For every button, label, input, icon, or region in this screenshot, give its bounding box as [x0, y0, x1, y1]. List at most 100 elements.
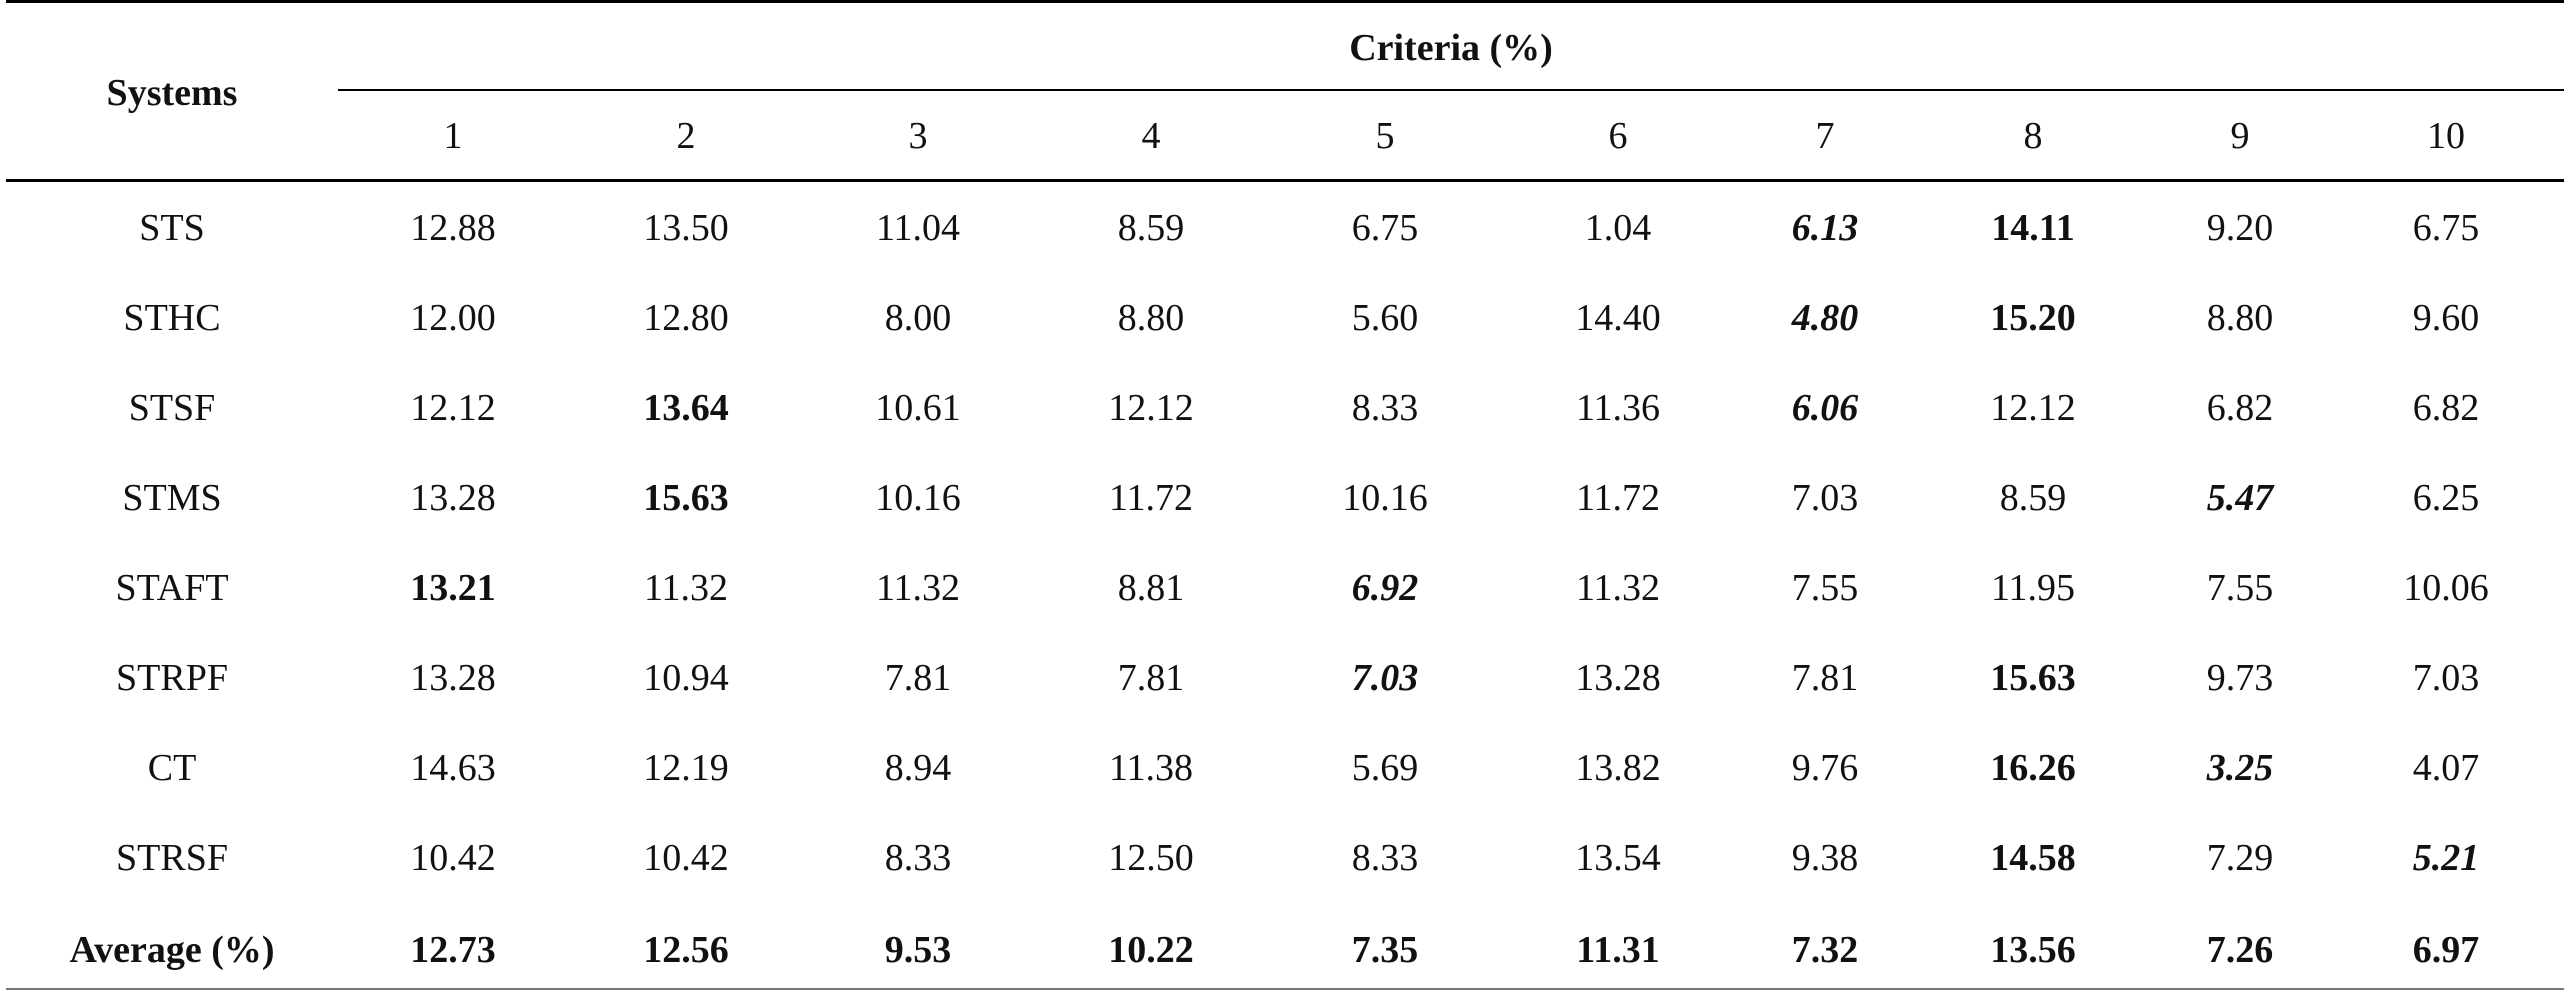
table-cell: 9.76 — [1791, 747, 1859, 789]
table-cell: 10.42 — [410, 837, 496, 879]
table-cell: 14.40 — [1575, 297, 1661, 339]
column-header-2: 2 — [676, 115, 696, 157]
table-cell: 7.55 — [1791, 567, 1859, 609]
table-cell: 8.33 — [1351, 387, 1419, 429]
table-cell: 11.72 — [1575, 477, 1661, 519]
table-cell: 15.63 — [1990, 657, 2076, 699]
table-cell: 5.69 — [1351, 747, 1419, 789]
table-cell: 13.28 — [410, 657, 496, 699]
table-cell: 7.55 — [2206, 567, 2274, 609]
table-cell: 8.94 — [884, 747, 952, 789]
row-label: STRPF — [116, 657, 228, 699]
row-label: STMS — [122, 477, 222, 519]
column-header-4: 4 — [1141, 115, 1161, 157]
table-cell: 6.06 — [1791, 387, 1859, 429]
average-cell: 7.32 — [1791, 929, 1859, 971]
row-label: STAFT — [115, 567, 229, 609]
table-cell: 8.81 — [1117, 567, 1185, 609]
table-cell: 11.95 — [1990, 567, 2076, 609]
table-cell: 9.60 — [2412, 297, 2480, 339]
row-label: CT — [147, 747, 197, 789]
table-cell: 10.94 — [643, 657, 729, 699]
table-cell: 12.12 — [1108, 387, 1194, 429]
table-cell: 13.82 — [1575, 747, 1661, 789]
average-cell: 12.73 — [410, 929, 496, 971]
average-label: Average (%) — [69, 929, 275, 971]
bottom-rule — [6, 988, 2564, 990]
column-header-8: 8 — [2023, 115, 2043, 157]
table-cell: 12.00 — [410, 297, 496, 339]
average-cell: 11.31 — [1576, 929, 1660, 971]
table-cell: 6.92 — [1351, 567, 1419, 609]
row-label: STSF — [128, 387, 216, 429]
table-cell: 6.82 — [2206, 387, 2274, 429]
table-cell: 14.63 — [410, 747, 496, 789]
table-cell: 12.19 — [643, 747, 729, 789]
table-cell: 13.28 — [1575, 657, 1661, 699]
table-cell: 6.25 — [2412, 477, 2480, 519]
average-cell: 9.53 — [884, 929, 952, 971]
top-rule — [6, 0, 2564, 3]
average-cell: 13.56 — [1990, 929, 2076, 971]
table-cell: 7.81 — [884, 657, 952, 699]
column-header-10: 10 — [2427, 115, 2465, 157]
table-cell: 11.32 — [875, 567, 961, 609]
table-cell: 6.13 — [1791, 207, 1859, 249]
table-cell: 8.80 — [1117, 297, 1185, 339]
table-cell: 6.75 — [1351, 207, 1419, 249]
average-cell: 10.22 — [1108, 929, 1194, 971]
column-header-6: 6 — [1608, 115, 1628, 157]
table-cell: 16.26 — [1990, 747, 2076, 789]
table-cell: 13.50 — [643, 207, 729, 249]
column-header-9: 9 — [2230, 115, 2250, 157]
table-cell: 8.33 — [1351, 837, 1419, 879]
table-cell: 10.16 — [875, 477, 961, 519]
table-cell: 13.28 — [410, 477, 496, 519]
table-cell: 1.04 — [1584, 207, 1652, 249]
average-cell: 6.97 — [2412, 929, 2480, 971]
table-cell: 11.38 — [1108, 747, 1194, 789]
table-cell: 11.32 — [1575, 567, 1661, 609]
table-cell: 10.42 — [643, 837, 729, 879]
table-cell: 8.59 — [1999, 477, 2067, 519]
systems-header: Systems — [106, 72, 238, 114]
row-label: STHC — [123, 297, 221, 339]
table-cell: 12.12 — [1990, 387, 2076, 429]
table-cell: 12.88 — [410, 207, 496, 249]
column-header-1: 1 — [443, 115, 463, 157]
average-cell: 7.35 — [1351, 929, 1419, 971]
table-cell: 14.11 — [1991, 207, 2075, 249]
table-cell: 7.81 — [1117, 657, 1185, 699]
table-cell: 13.21 — [410, 567, 496, 609]
table-cell: 11.72 — [1108, 477, 1194, 519]
table-cell: 7.03 — [1791, 477, 1859, 519]
table-cell: 12.12 — [410, 387, 496, 429]
table-cell: 11.36 — [1575, 387, 1661, 429]
table-cell: 15.63 — [643, 477, 729, 519]
table-cell: 8.00 — [884, 297, 952, 339]
average-cell: 12.56 — [643, 929, 729, 971]
table-cell: 12.50 — [1108, 837, 1194, 879]
table-cell: 10.16 — [1342, 477, 1428, 519]
table-cell: 13.64 — [643, 387, 729, 429]
table-cell: 15.20 — [1990, 297, 2076, 339]
header-rule — [6, 179, 2564, 182]
table-cell: 8.33 — [884, 837, 952, 879]
table-cell: 11.04 — [875, 207, 961, 249]
criteria-rule — [338, 89, 2564, 91]
table-cell: 8.80 — [2206, 297, 2274, 339]
table-cell: 7.29 — [2206, 837, 2274, 879]
table-cell: 5.60 — [1351, 297, 1419, 339]
table-cell: 6.82 — [2412, 387, 2480, 429]
table-cell: 7.03 — [2412, 657, 2480, 699]
table-cell: 12.80 — [643, 297, 729, 339]
column-header-5: 5 — [1375, 115, 1395, 157]
table-cell: 9.20 — [2206, 207, 2274, 249]
table-cell: 14.58 — [1990, 837, 2076, 879]
table-cell: 5.21 — [2412, 837, 2480, 879]
table-cell: 6.75 — [2412, 207, 2480, 249]
table-cell: 11.32 — [643, 567, 729, 609]
column-header-3: 3 — [908, 115, 928, 157]
table-cell: 7.81 — [1791, 657, 1859, 699]
criteria-header: Criteria (%) — [1349, 27, 1553, 69]
